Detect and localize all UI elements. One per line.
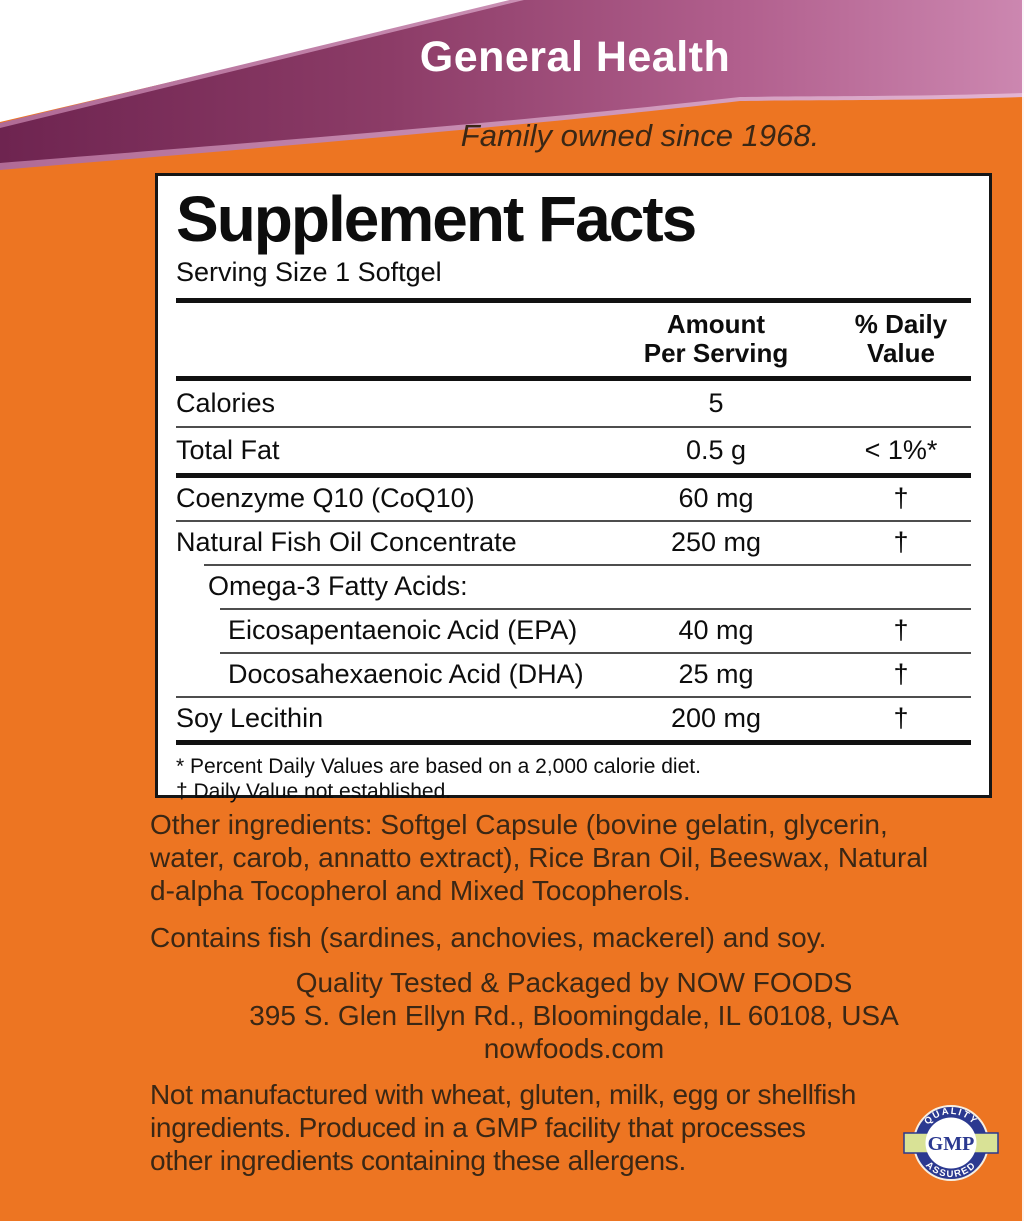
nutrient-rows: Calories 5 Total Fat 0.5 g < 1%* Coenzyme Q10… — [176, 381, 971, 740]
right-edge-strip — [1022, 0, 1024, 1221]
gmp-quality-badge: QUALITY ASSURED GMP — [903, 1105, 999, 1181]
row-separator — [220, 651, 971, 654]
text-line: 395 S. Glen Ellyn Rd., Bloomingdale, IL … — [249, 1000, 899, 1031]
row-separator — [176, 519, 971, 522]
header-amount-per-serving: Amount Per Serving — [643, 308, 789, 368]
text-line: Quality Tested & Packaged by NOW FOODS — [295, 967, 853, 998]
badge-inner-circle — [925, 1117, 977, 1169]
table-row: Omega-3 Fatty Acids: — [176, 566, 971, 608]
nutrient-amount: 250 mg — [670, 527, 762, 558]
footnote-line: * Percent Daily Values are based on a 2,… — [176, 754, 701, 778]
table-header: Amount Per Serving % Daily Value — [176, 303, 971, 376]
text-line: ingredients. Produced in a GMP facility … — [150, 1112, 806, 1143]
table-row: Soy Lecithin 200 mg † — [176, 698, 971, 740]
table-row: Calories 5 — [176, 381, 971, 426]
swoosh-band — [0, 0, 1024, 163]
nutrient-dv: < 1%* — [864, 434, 938, 465]
nutrient-dv: † — [893, 483, 909, 514]
serving-size: Serving Size 1 Softgel — [176, 256, 442, 287]
nutrient-amount: 200 mg — [670, 703, 762, 734]
allergen-statement: Not manufactured with wheat, gluten, mil… — [150, 1078, 998, 1177]
thick-rule — [176, 375, 971, 381]
nutrient-name: Docosahexaenoic Acid (DHA) — [228, 659, 584, 690]
nutrient-dv: † — [893, 659, 909, 690]
other-ingredients: Other ingredients: Softgel Capsule (bovi… — [150, 808, 998, 907]
nutrient-name: Coenzyme Q10 (CoQ10) — [176, 483, 475, 514]
header-daily-value: % Daily Value — [854, 308, 948, 368]
nutrient-name: Calories — [176, 387, 276, 418]
row-separator — [176, 425, 971, 428]
badge-gmp-text: GMP — [928, 1133, 975, 1155]
manufacturer-info: Quality Tested & Packaged by NOW FOODS 39… — [150, 966, 998, 1065]
text-line: d-alpha Tocopherol and Mixed Tocopherols… — [150, 875, 691, 906]
nutrient-name: Total Fat — [176, 434, 280, 465]
header-swoosh — [0, 0, 1024, 170]
row-separator — [204, 563, 971, 566]
nutrient-amount: 0.5 g — [685, 434, 747, 465]
nutrient-name: Soy Lecithin — [176, 703, 324, 734]
text-line: nowfoods.com — [483, 1033, 665, 1064]
thick-rule — [176, 472, 971, 478]
table-row: Eicosapentaenoic Acid (EPA) 40 mg † — [176, 610, 971, 652]
thick-rule — [176, 739, 971, 745]
supplement-facts-panel: Supplement Facts Serving Size 1 Softgel … — [155, 173, 992, 803]
nutrient-name: Eicosapentaenoic Acid (EPA) — [228, 615, 578, 646]
nutrient-amount: 60 mg — [678, 483, 754, 514]
contains-statement: Contains fish (sardines, anchovies, mack… — [150, 921, 998, 954]
row-separator — [176, 695, 971, 698]
text-line: Other ingredients: Softgel Capsule (bovi… — [150, 809, 888, 840]
footnote-line: † Daily Value not established. — [176, 779, 452, 803]
table-row: Docosahexaenoic Acid (DHA) 25 mg † — [176, 654, 971, 696]
body-copy: Other ingredients: Softgel Capsule (bovi… — [150, 808, 998, 1177]
text-line: other ingredients containing these aller… — [150, 1145, 686, 1176]
table-row: Coenzyme Q10 (CoQ10) 60 mg † — [176, 478, 971, 520]
nutrient-amount: 5 — [708, 387, 724, 418]
text-line: Contains fish (sardines, anchovies, mack… — [150, 922, 827, 953]
footnotes: * Percent Daily Values are based on a 2,… — [176, 754, 971, 804]
category-title: General Health — [419, 33, 731, 81]
thick-rule — [176, 297, 971, 303]
table-row: Total Fat 0.5 g < 1%* — [176, 428, 971, 473]
panel-title: Supplement Facts — [176, 183, 697, 255]
row-separator — [220, 607, 971, 610]
nutrient-amount: 40 mg — [678, 615, 754, 646]
nutrient-dv: † — [893, 527, 909, 558]
nutrient-name: Natural Fish Oil Concentrate — [176, 527, 517, 558]
text-line: water, carob, annatto extract), Rice Bra… — [150, 842, 929, 873]
nutrient-dv: † — [893, 615, 909, 646]
table-row: Natural Fish Oil Concentrate 250 mg † — [176, 522, 971, 564]
tagline: Family owned since 1968. — [460, 118, 820, 153]
nutrient-dv: † — [893, 703, 909, 734]
text-line: Not manufactured with wheat, gluten, mil… — [150, 1079, 856, 1110]
nutrient-name: Omega-3 Fatty Acids: — [208, 571, 468, 602]
nutrient-amount: 25 mg — [678, 659, 754, 690]
